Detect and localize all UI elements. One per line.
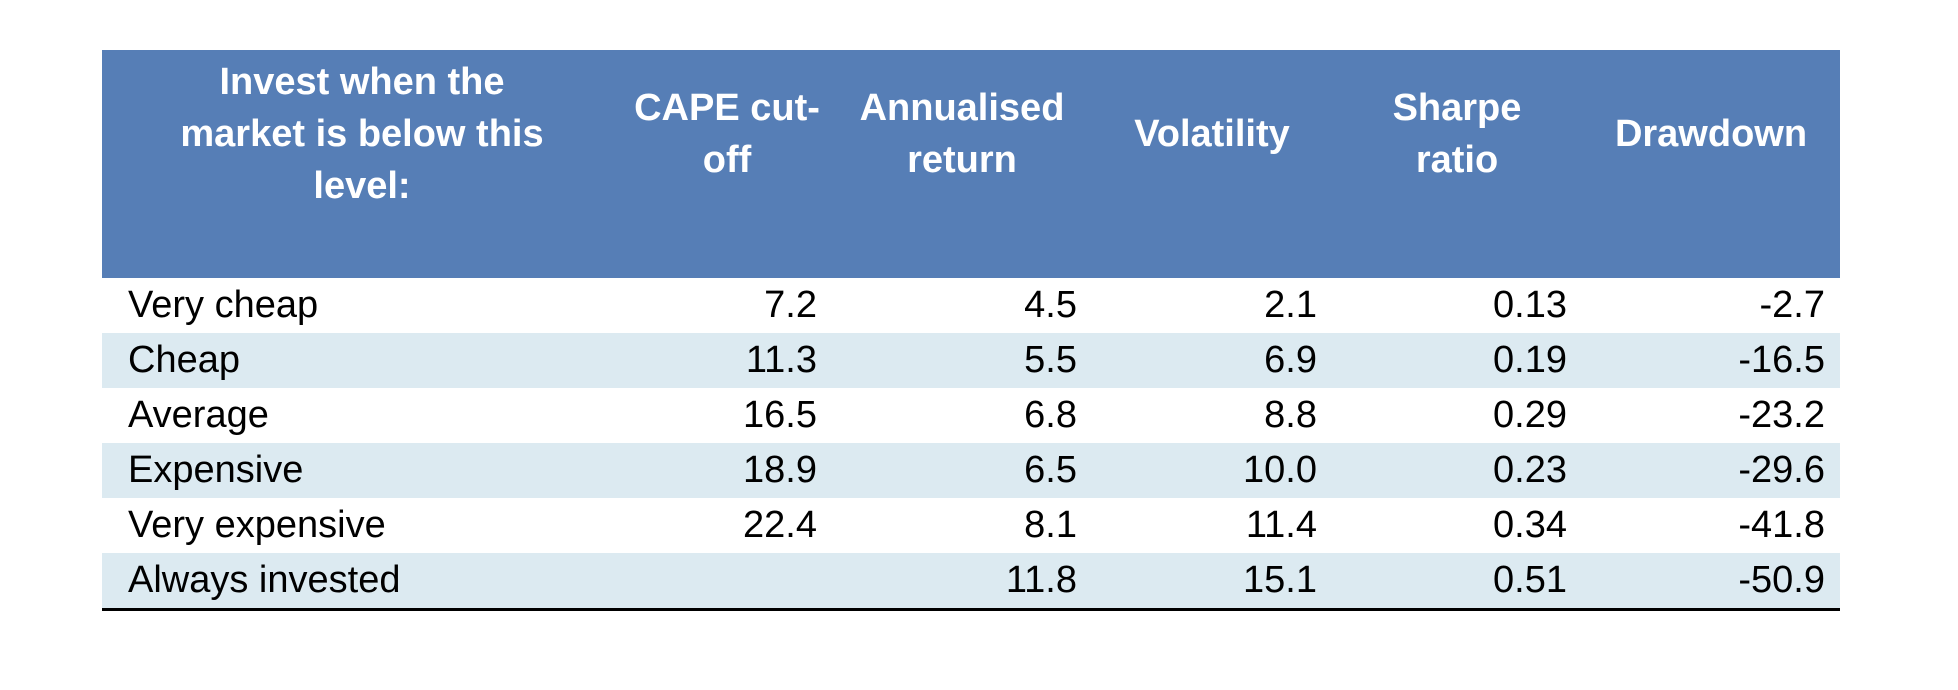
cell-volatility: 15.1 <box>1092 553 1332 610</box>
header-row: Invest when the market is below this lev… <box>102 50 1840 278</box>
column-header-annualised-return: Annualised return <box>832 50 1092 278</box>
cell-cape-cutoff: 11.3 <box>622 333 832 388</box>
cell-cape-cutoff: 7.2 <box>622 278 832 333</box>
cell-annualised-return: 6.5 <box>832 443 1092 498</box>
cell-drawdown: -41.8 <box>1582 498 1840 553</box>
cell-annualised-return: 6.8 <box>832 388 1092 443</box>
row-label: Expensive <box>102 443 622 498</box>
table-body: Very cheap 7.2 4.5 2.1 0.13 -2.7 Cheap 1… <box>102 278 1840 610</box>
column-header-volatility: Volatility <box>1092 50 1332 278</box>
cell-sharpe-ratio: 0.13 <box>1332 278 1582 333</box>
cell-drawdown: -2.7 <box>1582 278 1840 333</box>
cell-cape-cutoff: 18.9 <box>622 443 832 498</box>
cell-volatility: 6.9 <box>1092 333 1332 388</box>
cell-sharpe-ratio: 0.34 <box>1332 498 1582 553</box>
cell-cape-cutoff <box>622 553 832 610</box>
table-row: Average 16.5 6.8 8.8 0.29 -23.2 <box>102 388 1840 443</box>
cell-drawdown: -29.6 <box>1582 443 1840 498</box>
table-row: Very cheap 7.2 4.5 2.1 0.13 -2.7 <box>102 278 1840 333</box>
row-label: Always invested <box>102 553 622 610</box>
cell-volatility: 8.8 <box>1092 388 1332 443</box>
cell-drawdown: -50.9 <box>1582 553 1840 610</box>
cell-sharpe-ratio: 0.29 <box>1332 388 1582 443</box>
table-row: Cheap 11.3 5.5 6.9 0.19 -16.5 <box>102 333 1840 388</box>
column-header-cape-cutoff: CAPE cut- off <box>622 50 832 278</box>
row-label: Cheap <box>102 333 622 388</box>
table-row: Always invested 11.8 15.1 0.51 -50.9 <box>102 553 1840 610</box>
cell-annualised-return: 5.5 <box>832 333 1092 388</box>
cell-sharpe-ratio: 0.23 <box>1332 443 1582 498</box>
cell-volatility: 2.1 <box>1092 278 1332 333</box>
cell-cape-cutoff: 22.4 <box>622 498 832 553</box>
cell-volatility: 11.4 <box>1092 498 1332 553</box>
table-row: Very expensive 22.4 8.1 11.4 0.34 -41.8 <box>102 498 1840 553</box>
cape-strategy-table: Invest when the market is below this lev… <box>102 50 1840 611</box>
cell-volatility: 10.0 <box>1092 443 1332 498</box>
cell-sharpe-ratio: 0.19 <box>1332 333 1582 388</box>
cell-annualised-return: 8.1 <box>832 498 1092 553</box>
cell-sharpe-ratio: 0.51 <box>1332 553 1582 610</box>
cell-cape-cutoff: 16.5 <box>622 388 832 443</box>
cell-annualised-return: 11.8 <box>832 553 1092 610</box>
table-header: Invest when the market is below this lev… <box>102 50 1840 278</box>
column-header-invest-level: Invest when the market is below this lev… <box>102 50 622 278</box>
cell-annualised-return: 4.5 <box>832 278 1092 333</box>
cell-drawdown: -16.5 <box>1582 333 1840 388</box>
row-label: Very cheap <box>102 278 622 333</box>
column-header-sharpe-ratio: Sharpe ratio <box>1332 50 1582 278</box>
column-header-drawdown: Drawdown <box>1582 50 1840 278</box>
row-label: Very expensive <box>102 498 622 553</box>
row-label: Average <box>102 388 622 443</box>
cell-drawdown: -23.2 <box>1582 388 1840 443</box>
table-row: Expensive 18.9 6.5 10.0 0.23 -29.6 <box>102 443 1840 498</box>
